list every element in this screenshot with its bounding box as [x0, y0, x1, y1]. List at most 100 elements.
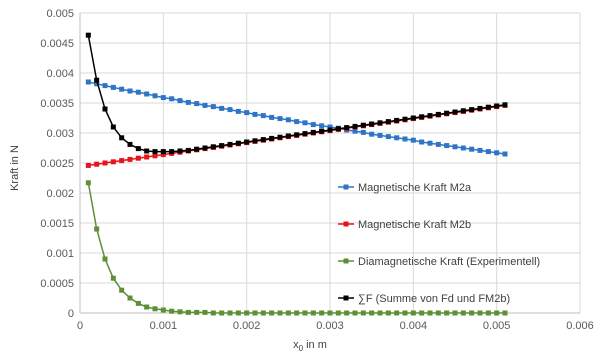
data-point: [452, 144, 458, 150]
data-point: [485, 149, 491, 155]
data-point: [319, 310, 325, 316]
data-point: [485, 310, 491, 316]
data-point: [302, 310, 308, 316]
data-point: [160, 307, 166, 313]
data-point: [119, 158, 125, 164]
data-point: [119, 287, 125, 293]
data-point: [302, 131, 308, 137]
data-point: [144, 154, 150, 160]
data-point: [410, 115, 416, 121]
data-point: [319, 123, 325, 129]
data-point: [260, 137, 266, 143]
data-point: [360, 129, 366, 135]
data-point: [177, 98, 183, 104]
data-point: [294, 310, 300, 316]
data-point: [344, 125, 350, 131]
x-tick-label: 0: [77, 320, 83, 332]
x-tick-label: 0.003: [316, 320, 344, 332]
x-axis-title-unit: in m: [303, 339, 327, 351]
data-point: [410, 310, 416, 316]
data-point: [302, 120, 308, 126]
data-point: [385, 119, 391, 125]
y-tick-label: 0.003: [46, 128, 74, 140]
data-point: [252, 310, 258, 316]
data-point: [102, 160, 108, 166]
x-axis-title: x0 in m: [293, 339, 327, 353]
data-point: [502, 310, 508, 316]
data-point: [152, 153, 158, 159]
data-point: [94, 77, 100, 83]
data-point: [135, 300, 141, 306]
legend-swatch-marker: [343, 295, 349, 301]
data-point: [310, 310, 316, 316]
data-point: [485, 104, 491, 110]
legend-item: Magnetische Kraft M2a: [338, 182, 472, 194]
data-point: [110, 275, 116, 281]
data-point: [452, 310, 458, 316]
data-point: [419, 114, 425, 120]
y-tick-label: 0.0025: [40, 158, 74, 170]
data-point: [185, 99, 191, 105]
data-point: [202, 145, 208, 151]
data-point: [185, 309, 191, 315]
data-point: [319, 128, 325, 134]
data-point: [352, 128, 358, 134]
data-point: [310, 122, 316, 128]
data-point: [135, 89, 141, 95]
data-point: [252, 138, 258, 144]
data-point: [477, 105, 483, 111]
data-point: [127, 88, 133, 94]
data-point: [135, 146, 141, 152]
data-point: [469, 146, 475, 152]
x-axis-title-var: x: [293, 339, 299, 351]
x-tick-label: 0.002: [233, 320, 261, 332]
y-tick-label: 0.0035: [40, 98, 74, 110]
data-point: [177, 148, 183, 154]
data-point: [402, 136, 408, 142]
data-point: [194, 101, 200, 107]
data-point: [202, 102, 208, 108]
data-point: [210, 104, 216, 110]
data-point: [144, 91, 150, 97]
data-point: [352, 123, 358, 129]
data-point: [102, 83, 108, 89]
data-point: [435, 141, 441, 147]
data-point: [469, 310, 475, 316]
series-layer: [85, 32, 508, 316]
data-point: [294, 119, 300, 125]
data-point: [269, 114, 275, 120]
legend-label: ∑F (Summe von Fd und FM2b): [358, 293, 510, 305]
data-point: [135, 155, 141, 161]
data-point: [144, 304, 150, 310]
legend: Magnetische Kraft M2a Magnetische Kraft M…: [338, 182, 540, 305]
data-point: [94, 226, 100, 232]
data-point: [277, 134, 283, 140]
data-point: [85, 79, 91, 85]
series-1: [85, 79, 508, 157]
x-axis-title-subscript: 0: [299, 344, 304, 353]
data-point: [119, 86, 125, 92]
legend-label: Diamagnetische Kraft (Experimentell): [358, 256, 540, 268]
data-point: [219, 105, 225, 111]
data-point: [219, 143, 225, 149]
data-point: [435, 310, 441, 316]
data-point: [102, 256, 108, 262]
data-point: [327, 127, 333, 133]
data-point: [227, 310, 233, 316]
data-point: [460, 145, 466, 151]
series-4: [85, 32, 508, 155]
data-point: [394, 117, 400, 123]
data-point: [85, 162, 91, 168]
data-point: [435, 111, 441, 117]
legend-item: ∑F (Summe von Fd und FM2b): [338, 293, 510, 305]
data-point: [360, 310, 366, 316]
data-point: [285, 133, 291, 139]
y-tick-label: 0.001: [46, 248, 74, 260]
data-point: [202, 309, 208, 315]
y-tick-label: 0.005: [46, 8, 74, 20]
data-point: [110, 84, 116, 90]
y-tick-label: 0.0045: [40, 38, 74, 50]
y-tick-label: 0.0015: [40, 218, 74, 230]
